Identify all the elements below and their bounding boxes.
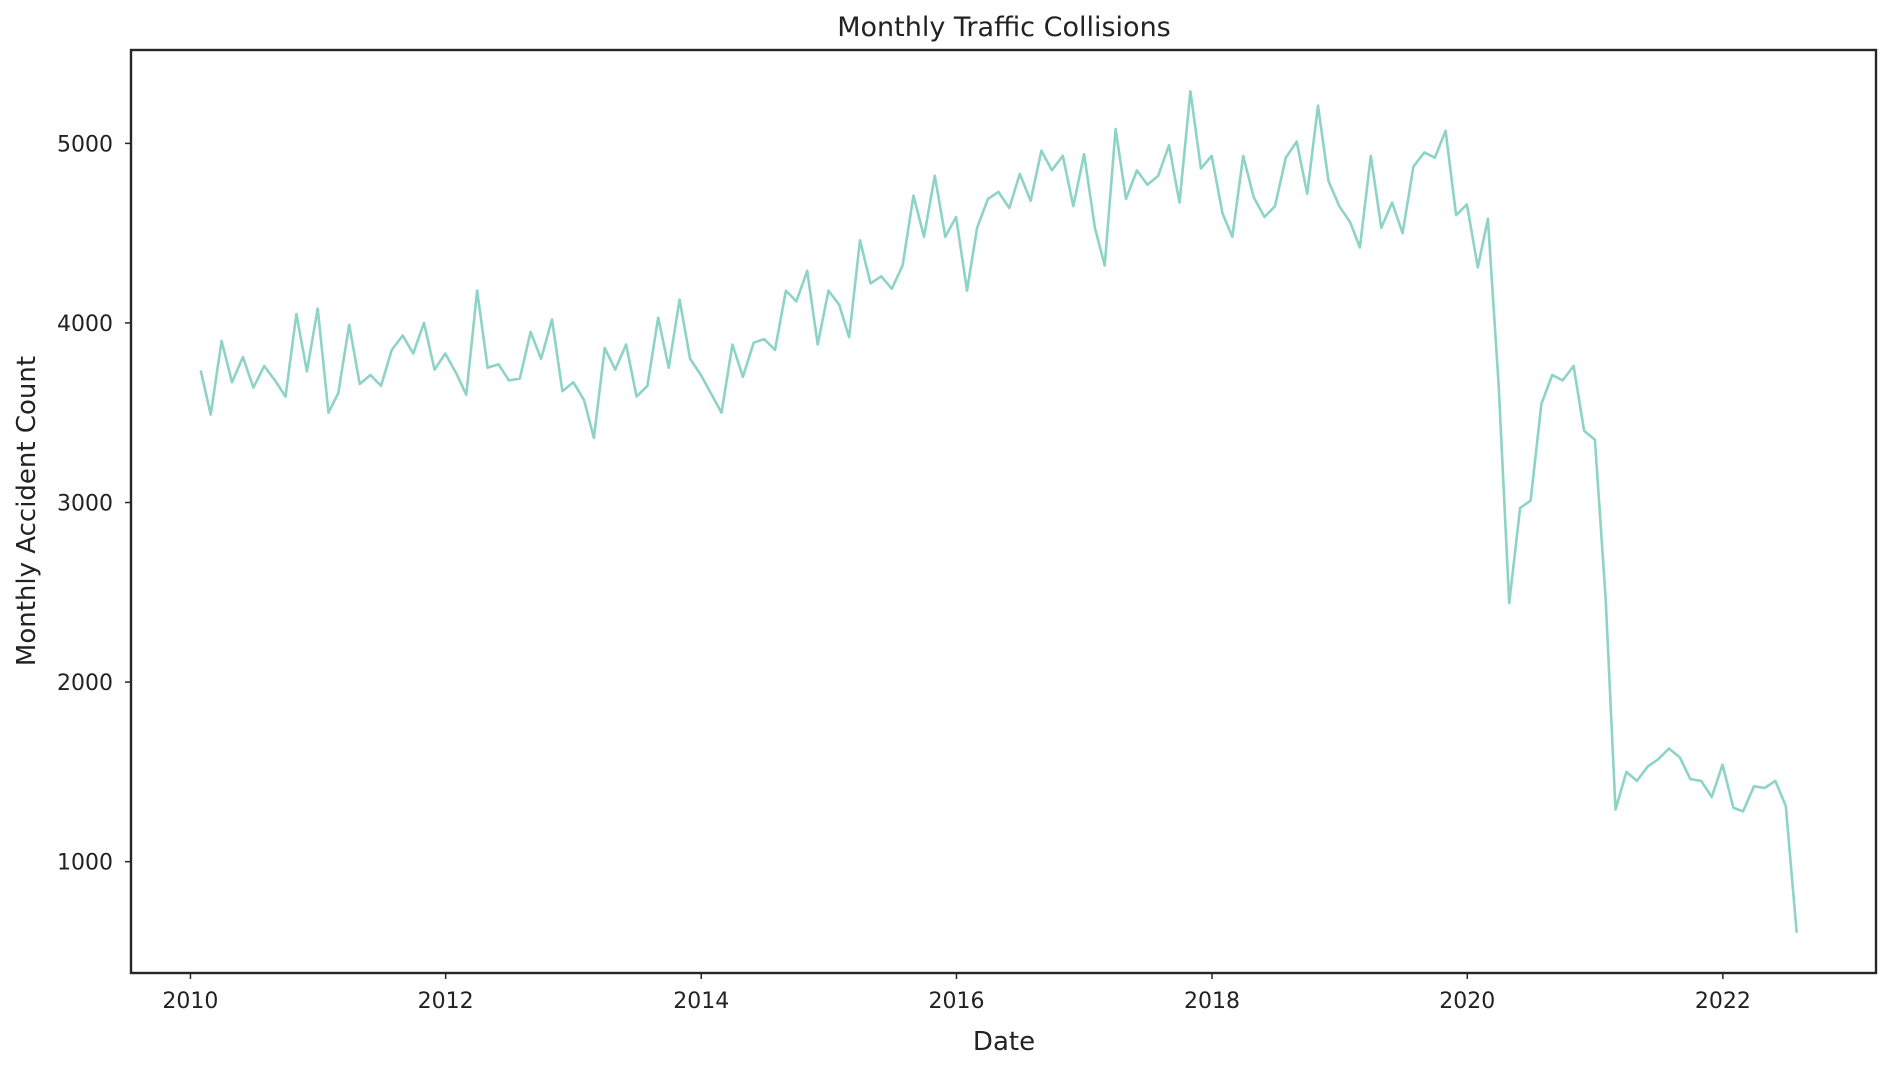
y-tick-label: 3000: [57, 492, 113, 517]
x-axis-label: Date: [973, 1027, 1035, 1057]
x-tick-label: 2018: [1184, 989, 1240, 1014]
x-tick-label: 2016: [928, 989, 984, 1014]
y-tick-label: 2000: [57, 671, 113, 696]
plot-frame: [129, 48, 1878, 975]
series-line: [199, 90, 1798, 934]
x-tick-label: 2014: [673, 989, 729, 1014]
x-tick-label: 2012: [418, 989, 474, 1014]
chart-title: Monthly Traffic Collisions: [837, 12, 1171, 43]
x-axis-ticks: 2010 2012 2014 2016 2018 2020 2022: [162, 973, 1751, 1014]
y-axis-label: Monthly Accident Count: [12, 356, 42, 666]
y-tick-label: 1000: [57, 851, 113, 876]
y-tick-label: 4000: [57, 312, 113, 337]
x-tick-label: 2010: [162, 989, 218, 1014]
x-tick-label: 2022: [1695, 989, 1751, 1014]
y-axis-ticks: 1000 2000 3000 4000 5000: [57, 132, 131, 876]
y-tick-label: 5000: [57, 132, 113, 157]
x-tick-label: 2020: [1439, 989, 1495, 1014]
